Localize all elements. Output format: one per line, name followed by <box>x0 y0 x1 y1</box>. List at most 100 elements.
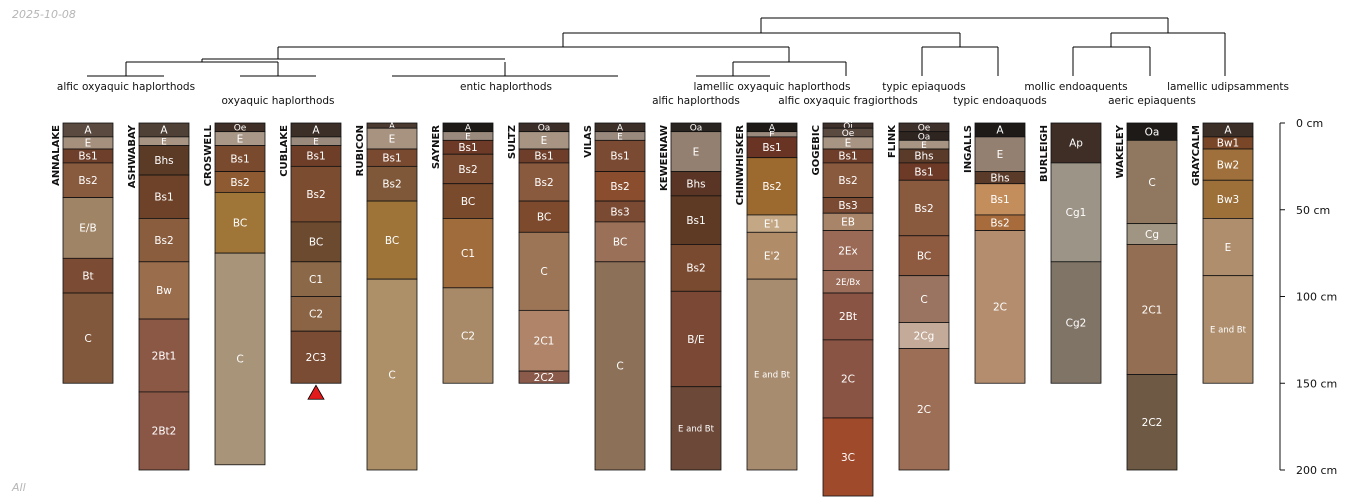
horizon-bs1: Bs1 <box>594 139 646 172</box>
horizon-bs1: Bs1 <box>518 148 570 164</box>
horizon-ap: Ap <box>1050 122 1102 164</box>
horizon-label: Bs2 <box>762 181 781 193</box>
horizon-band <box>442 153 494 185</box>
horizon-band <box>518 370 570 384</box>
horizon-bs1: Bs1 <box>442 139 494 155</box>
horizon-bs1: Bs1 <box>670 195 722 245</box>
horizon-band <box>1050 162 1102 263</box>
horizon-band <box>290 330 342 384</box>
horizon-2bt2: 2Bt2 <box>138 391 190 471</box>
profile-name: CROSWELL <box>203 124 214 186</box>
horizon-bs1: Bs1 <box>898 162 950 181</box>
horizon-label: 2C <box>917 404 931 416</box>
horizon-e: E <box>822 136 874 150</box>
horizon-label: A <box>1224 125 1232 137</box>
footer-label: All <box>12 481 26 494</box>
horizon-label: BC <box>613 237 627 249</box>
horizon-label: Bs1 <box>610 151 629 163</box>
horizon-c: C <box>594 261 646 471</box>
horizon-c: C <box>1126 139 1178 225</box>
horizon-label: Bs1 <box>154 192 173 204</box>
horizon-label: E <box>693 146 700 158</box>
horizon-label: Bs2 <box>458 164 477 176</box>
horizon-oa: Oa <box>1126 122 1178 141</box>
profile-name: FLINK <box>887 124 898 158</box>
horizon-2c1: 2C1 <box>518 309 570 372</box>
horizon-label: E'1 <box>764 218 780 230</box>
horizon-label: C <box>388 369 395 381</box>
horizon-label: E/B <box>79 223 96 235</box>
horizon-band <box>138 391 190 471</box>
horizon-label: C <box>540 266 547 278</box>
horizon-label: E <box>237 133 244 145</box>
horizon-e-and-bt: E and Bt <box>746 278 798 471</box>
horizon-a: A <box>138 122 190 138</box>
horizon-2bt1: 2Bt1 <box>138 318 190 393</box>
horizon-2e-bx: 2E/Bx <box>822 270 874 294</box>
depth-tick-label: 100 cm <box>1296 291 1337 304</box>
profile-name: RUBICON <box>355 125 366 176</box>
taxon-label: mollic endoaquents <box>1024 81 1127 93</box>
horizon-label: 2C1 <box>534 336 555 348</box>
horizon-label: 2Bt2 <box>152 426 177 438</box>
horizon-label: Bs3 <box>838 200 857 212</box>
depth-axis: 0 cm 50 cm 100 cm 150 cm 200 cm <box>1279 117 1337 477</box>
horizon-bs2: Bs2 <box>366 165 418 202</box>
horizon-label: E <box>921 141 927 151</box>
horizon-label: Bs1 <box>306 151 325 163</box>
horizon-band <box>518 231 570 311</box>
horizon-band <box>138 318 190 393</box>
profile-ingalls: AE Bhs Bs1 Bs2 2C INGALLS <box>963 122 1026 384</box>
horizon-bs1: Bs1 <box>214 145 266 172</box>
horizon-label: C <box>84 333 91 345</box>
horizon-label: C2 <box>309 309 323 321</box>
horizon-label: 2C2 <box>1142 417 1163 429</box>
horizon-bw3: Bw3 <box>1202 179 1254 219</box>
horizon-band <box>822 292 874 341</box>
horizon-2c: 2C <box>974 230 1026 384</box>
depth-tick-label: 50 cm <box>1296 204 1330 217</box>
horizon-c: C <box>62 292 114 384</box>
profile-burleigh: Ap Cg1 Cg2 BURLEIGH <box>1039 122 1102 384</box>
horizon-label: Oa <box>1145 126 1160 138</box>
horizon-label: C1 <box>309 274 323 286</box>
profile-name: WAKELEY <box>1115 124 1126 178</box>
horizon-bs3: Bs3 <box>822 197 874 214</box>
horizon-label: A <box>160 125 168 137</box>
horizon-band <box>366 200 418 280</box>
horizon-bs2: Bs2 <box>138 218 190 263</box>
horizon-2c3: 2C3 <box>290 330 342 384</box>
horizon-band <box>594 221 646 263</box>
horizon-label: A <box>617 124 624 134</box>
horizon-c: C <box>898 275 950 323</box>
taxon-label: typic endoaquods <box>953 95 1047 107</box>
horizon-label: Bs1 <box>914 166 933 178</box>
horizon-2c2: 2C2 <box>1126 374 1178 471</box>
horizon-label: 2C <box>841 374 855 386</box>
horizon-e: E <box>974 136 1026 172</box>
horizon-label: BC <box>461 196 475 208</box>
horizon-label: Bs2 <box>230 177 249 189</box>
taxon-label: typic epiaquods <box>882 81 965 93</box>
horizon-label: Bs1 <box>686 215 705 227</box>
horizon-band <box>1202 148 1254 181</box>
horizon-c: C <box>214 252 266 466</box>
horizon-band <box>138 261 190 320</box>
profile-name: SULTZ <box>507 125 518 159</box>
horizon-eb: EB <box>822 212 874 231</box>
profile-wakeley: Oa C Cg 2C1 2C2 WAKELEY <box>1115 122 1178 471</box>
horizon-bhs: Bhs <box>670 171 722 197</box>
horizon-label: Bw3 <box>1217 194 1239 206</box>
horizon-band <box>670 131 722 172</box>
horizon-2c: 2C <box>822 339 874 419</box>
horizon-band <box>1126 244 1178 375</box>
horizon-label: Bs2 <box>838 175 857 187</box>
horizon-band <box>518 309 570 372</box>
horizon-band <box>822 417 874 497</box>
horizon-e-and-bt: E and Bt <box>1202 275 1254 384</box>
horizon-e: E <box>214 131 266 146</box>
profile-name: VILAS <box>583 125 594 158</box>
profile-croswell: OeE Bs1 Bs2 BC C CROSWELL <box>203 122 266 466</box>
